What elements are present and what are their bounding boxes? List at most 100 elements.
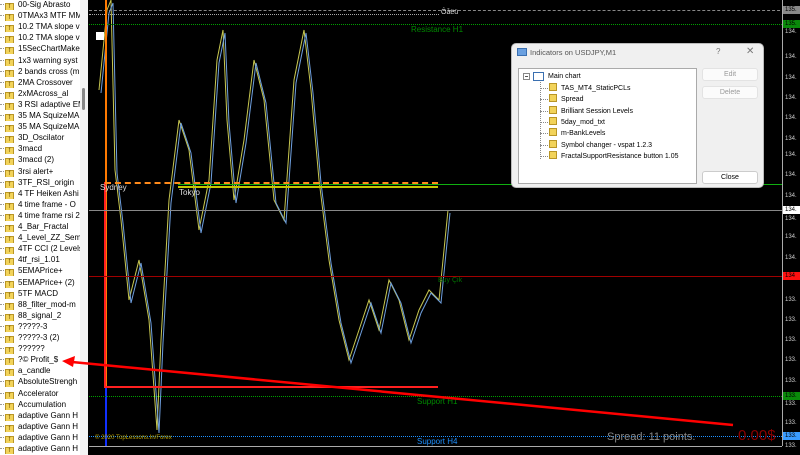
buy-label: Buy Çik (438, 277, 463, 284)
navigator-item[interactable]: f 2MA Crossover (0, 77, 80, 88)
navigator-item[interactable]: f adaptive Gann H (0, 443, 80, 454)
help-button[interactable]: ? (716, 47, 721, 56)
price-tick-label: 133. (785, 401, 797, 407)
navigator-item[interactable]: f 88_filter_mod-m (0, 299, 80, 310)
navigator-scrollbar[interactable] (80, 0, 88, 455)
scrollbar-thumb[interactable] (82, 88, 85, 110)
close-icon[interactable]: ✕ (746, 46, 755, 57)
price-tick-label: 134. (785, 75, 797, 81)
indicator-icon: f (5, 269, 14, 277)
navigator-item[interactable]: f adaptive Gann H (0, 432, 80, 443)
tree-connector (540, 133, 548, 135)
price-box-support-h1: 133. (783, 392, 800, 400)
navigator-item-label: adaptive Gann H (18, 421, 79, 431)
navigator-item[interactable]: f 2xMAcross_al (0, 88, 80, 99)
marker-square (96, 32, 104, 40)
indicator-icon: f (5, 424, 14, 432)
edit-button[interactable]: Edit (702, 68, 758, 81)
navigator-item[interactable]: f 5EMAPrice+ (0, 265, 80, 277)
delete-button[interactable]: Delete (702, 86, 758, 99)
navigator-item[interactable]: f 5TF MACD (0, 288, 80, 299)
indicator-icon: f (5, 225, 14, 232)
navigator-item-label: 4tf_rsi_1.01 (18, 255, 60, 265)
price-axis[interactable] (782, 0, 800, 446)
indicator-icon: f (5, 369, 14, 377)
navigator-item[interactable]: f 3 RSI adaptive EM (0, 99, 80, 110)
navigator-item[interactable]: f 4_Level_ZZ_Sema (0, 232, 80, 244)
navigator-item[interactable]: f 10.2 TMA slope v (0, 32, 80, 44)
navigator-item-label: 3TF_RSI_origin (18, 177, 75, 187)
indicator-icon: f (5, 91, 14, 99)
tree-root[interactable]: Main chart (548, 73, 581, 80)
tree-connector (540, 121, 548, 123)
navigator-item[interactable]: f 4 time frame - O (0, 199, 80, 210)
navigator-item[interactable]: f 5EMAPrice+ (2) (0, 277, 80, 288)
indicator-node[interactable]: Brilliant Session Levels (549, 105, 633, 117)
time-axis[interactable] (89, 446, 782, 455)
indicator-icon: f (5, 25, 14, 33)
navigator-item-label: ?????? (18, 344, 45, 354)
navigator-item[interactable]: f 0TMAx3 MTF MM (0, 10, 80, 22)
navigator-item[interactable]: f AbsoluteStrengh (0, 376, 80, 388)
navigator-item[interactable]: f 00-Sig Abrasto (0, 0, 80, 10)
indicator-label: m-BankLevels (561, 130, 606, 138)
price-tick-label: 134. (785, 216, 797, 222)
price-tick-label: 134. (785, 136, 797, 142)
navigator-item[interactable]: f Accelerator (0, 388, 80, 399)
navigator-item[interactable]: f 2 bands cross (m (0, 66, 80, 77)
navigator-item[interactable]: f 1x3 warning syst (0, 55, 80, 66)
navigator-item[interactable]: f 3macd (0, 143, 80, 155)
navigator-item[interactable]: f ?????-3 (0, 321, 80, 332)
navigator-item[interactable]: f 4 time frame rsi 2 (0, 210, 80, 221)
navigator-item[interactable]: f ?© Profit_$ (0, 354, 80, 366)
navigator-item[interactable]: f adaptive Gann H (0, 410, 80, 421)
navigator-item-label: 35 MA SquizeMA (18, 122, 80, 132)
indicator-node[interactable]: m-BankLevels (549, 128, 605, 139)
close-button[interactable]: Close (702, 171, 758, 184)
navigator-item-label: 4 time frame rsi 2 (18, 210, 80, 220)
indicator-icon: f (5, 280, 14, 288)
indicator-node[interactable]: Spread (549, 94, 584, 105)
navigator-item-label: ?????-3 (2) (18, 333, 60, 342)
navigator-item[interactable]: f 3TF_RSI_origin (0, 177, 80, 188)
navigator-item[interactable]: f 15SecChartMake (0, 43, 80, 55)
indicator-icon (549, 83, 557, 91)
indicator-node[interactable]: TAS_MT4_StaticPCLs (549, 83, 631, 94)
navigator-item[interactable]: f 88_signal_2 (0, 310, 80, 321)
navigator-item[interactable]: f 35 MA SquizeMA (0, 110, 80, 121)
navigator-item[interactable]: f 3rsi alert+ (0, 166, 80, 177)
indicator-icon: f (5, 169, 14, 177)
indicator-label: TAS_MT4_StaticPCLs (561, 85, 631, 92)
collapse-icon[interactable] (523, 73, 530, 80)
indicator-icon: f (5, 324, 14, 332)
price-tick-label: 133. (785, 297, 797, 303)
current-price-line (89, 210, 782, 211)
price-box-top: 135. (783, 6, 800, 14)
navigator-item[interactable]: f 4 TF Heiken Ashi (0, 188, 80, 199)
navigator-item[interactable]: f 4tf_rsi_1.01 (0, 254, 80, 266)
navigator-item[interactable]: f adaptive Gann H (0, 421, 80, 432)
price-tick-label: 134. (785, 115, 797, 121)
navigator-item-label: 4 time frame - O (18, 199, 76, 209)
support-h4-label: Support H4 (417, 437, 458, 446)
session-red-vline (104, 182, 106, 388)
indicator-node[interactable]: Symbol changer - vspat 1.2.3 (549, 139, 652, 151)
navigator-item[interactable]: f?????? (0, 343, 80, 355)
indicator-node[interactable]: FractalSupportResistance button 1.05 (549, 150, 679, 162)
navigator-item[interactable]: f 3macd (2) (0, 154, 80, 166)
navigator-item[interactable]: f a_candle (0, 365, 80, 377)
support-h4-line (89, 436, 782, 437)
navigator-item-label: 3macd (2) (18, 155, 55, 165)
indicator-node[interactable]: 5day_mod_txt (549, 116, 605, 128)
navigator-item[interactable]: f ?????-3 (2) (0, 332, 80, 343)
navigator-item[interactable]: f Accumulation (0, 399, 80, 410)
navigator-item-label: 4 TF Heiken Ashi (18, 188, 79, 198)
window-icon (517, 48, 527, 56)
navigator-item[interactable]: f 3D_Oscilator (0, 132, 80, 144)
indicator-icon: f (5, 413, 14, 421)
indicator-tree[interactable]: Main chart TAS_MT4_StaticPCLs Spread Brill… (518, 68, 697, 184)
navigator-item[interactable]: f 4TF CCI (2 Levels (0, 243, 80, 255)
navigator-item[interactable]: f 4_Bar_Fractal (0, 221, 80, 232)
navigator-item[interactable]: f 10.2 TMA slope v (0, 21, 80, 33)
navigator-item[interactable]: f 35 MA SquizeMA (0, 121, 80, 133)
